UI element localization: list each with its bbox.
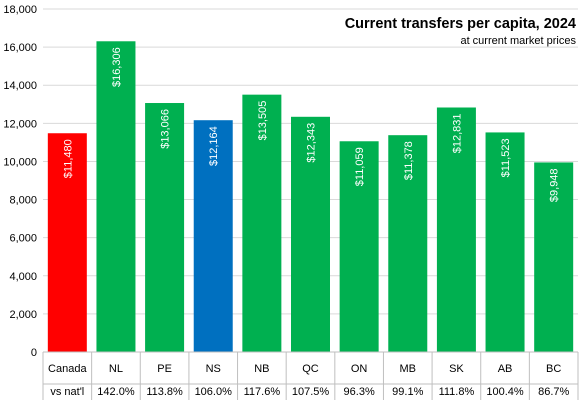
y-tick-label: 10,000 [3, 156, 37, 168]
x-tick-label: SK [449, 363, 464, 375]
x-tick-label: BC [546, 363, 561, 375]
table-cell-value: 113.8% [146, 386, 183, 398]
bar-value-label: $9,948 [549, 168, 561, 202]
x-tick-label: NS [206, 363, 221, 375]
y-tick-label: 0 [31, 347, 37, 359]
y-tick-label: 8,000 [9, 195, 37, 207]
x-tick-label: Canada [48, 363, 87, 375]
bar-value-label: $13,066 [160, 109, 172, 149]
chart-title: Current transfers per capita, 2024 [345, 16, 576, 32]
table-cell-value: 142.0% [97, 386, 135, 398]
bar [436, 107, 476, 352]
bar-value-label: $12,164 [208, 126, 220, 166]
x-tick-label: NB [254, 363, 269, 375]
table-row-label: vs nat'l [50, 386, 84, 398]
table-cell-value: 106.0% [195, 386, 233, 398]
bar [388, 135, 428, 352]
bar-value-label: $11,480 [62, 139, 74, 178]
y-tick-label: 2,000 [9, 309, 37, 321]
y-tick-label: 14,000 [3, 80, 37, 92]
table-cell-value: 107.5% [292, 386, 330, 398]
y-tick-label: 6,000 [9, 233, 37, 245]
table-cell-value: 86.7% [538, 386, 569, 398]
bar [534, 162, 574, 352]
y-tick-label: 4,000 [9, 271, 37, 283]
table-cell-value: 99.1% [392, 386, 423, 398]
x-tick-label: MB [400, 363, 417, 375]
bar [193, 120, 233, 352]
bar-value-label: $11,523 [500, 138, 512, 177]
bar [339, 141, 379, 352]
bar [291, 116, 330, 353]
bar-value-label: $11,378 [403, 141, 415, 180]
bar [242, 94, 282, 352]
bar [145, 103, 185, 352]
x-tick-label: NL [109, 363, 123, 375]
x-tick-label: QC [302, 363, 319, 375]
y-tick-label: 18,000 [3, 4, 37, 16]
x-tick-label: ON [351, 363, 368, 375]
table-cell-value: 117.6% [244, 386, 281, 398]
bar-value-label: $16,306 [111, 47, 123, 87]
table-cell-value: 111.8% [439, 386, 475, 398]
chart-subtitle: at current market prices [460, 35, 576, 47]
bar-value-label: $11,059 [354, 147, 366, 186]
x-tick-label: AB [498, 363, 513, 375]
x-tick-label: PE [157, 363, 172, 375]
bar-value-label: $13,505 [257, 101, 269, 141]
table-cell-value: 100.4% [486, 386, 524, 398]
y-tick-label: 16,000 [3, 42, 37, 54]
bar-value-label: $12,343 [306, 123, 318, 163]
bar [47, 133, 87, 352]
bar [485, 132, 525, 352]
y-tick-label: 12,000 [3, 118, 37, 130]
bar [96, 41, 136, 352]
table-cell-value: 96.3% [344, 386, 375, 398]
bar-value-label: $12,831 [451, 113, 463, 153]
